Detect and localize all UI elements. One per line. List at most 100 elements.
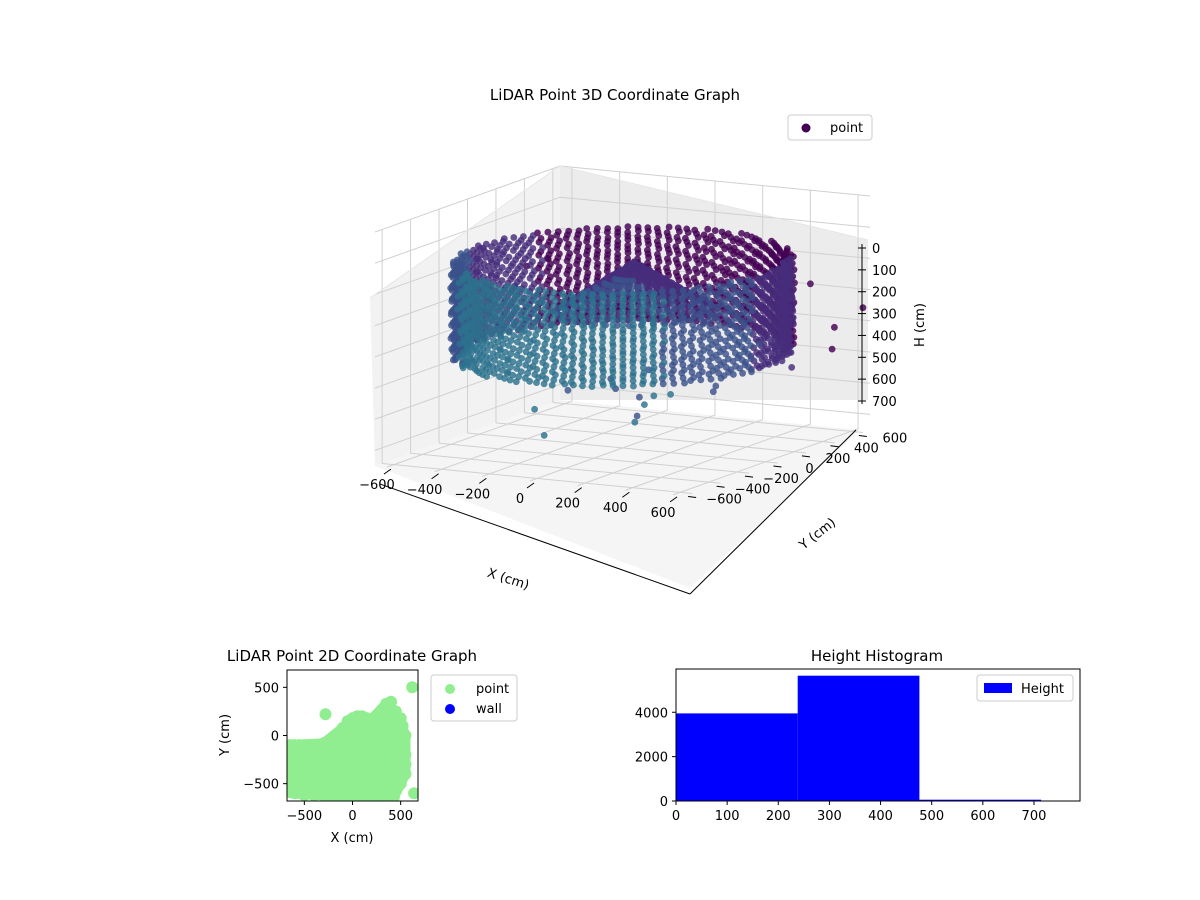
point-3d	[772, 243, 780, 251]
point-3d	[619, 382, 627, 390]
point-3d	[699, 253, 707, 261]
point-3d	[689, 347, 697, 355]
chart-2d-title: LiDAR Point 2D Coordinate Graph	[227, 647, 477, 665]
point-3d	[773, 298, 781, 305]
z-tick-label: 0	[872, 242, 880, 257]
point-3d	[579, 329, 587, 337]
point-3d	[717, 251, 724, 258]
point-3d	[660, 372, 668, 380]
point-3d	[515, 239, 522, 247]
point-3d	[708, 271, 716, 279]
point-3d	[769, 291, 777, 299]
point-3d	[457, 329, 465, 337]
y-tick-label-2d: 0	[271, 730, 279, 745]
point-3d	[514, 338, 521, 346]
x-tick-label-hist: 700	[1022, 809, 1047, 824]
point-3d	[458, 316, 466, 324]
x-tick-label: 200	[555, 497, 580, 512]
point-3d	[512, 378, 520, 386]
point-3d	[537, 235, 545, 242]
point-3d	[579, 356, 587, 363]
point-3d	[644, 224, 652, 232]
point-3d	[508, 310, 516, 318]
legend-3d-marker	[801, 123, 811, 133]
point-3d	[579, 295, 586, 302]
point-3d	[598, 317, 606, 325]
point-3d	[663, 264, 670, 272]
point-3d	[609, 321, 617, 328]
point-3d	[761, 273, 769, 281]
point-3d	[510, 318, 518, 326]
point-3d	[568, 352, 575, 360]
point-3d	[627, 264, 634, 272]
point-3d	[623, 271, 630, 278]
y-tick-label-2d: −500	[243, 778, 279, 793]
y-tick-mark	[688, 495, 697, 498]
point-3d	[709, 354, 716, 362]
point-3d	[531, 371, 539, 378]
point-3d	[765, 284, 772, 292]
point-3d	[680, 353, 688, 361]
grid-line-z-back	[559, 383, 871, 415]
point-3d	[754, 301, 762, 308]
point-3d	[497, 305, 505, 313]
point-3d	[669, 340, 677, 348]
point-3d	[643, 233, 651, 241]
point-3d	[631, 418, 639, 426]
point-3d	[547, 273, 554, 281]
point-3d	[786, 261, 793, 269]
point-3d	[609, 305, 616, 312]
legend-2d-label-wall: wall	[476, 702, 502, 717]
point-3d	[599, 373, 607, 381]
x-tick-label-hist: 300	[817, 809, 842, 824]
point-3d	[493, 261, 501, 269]
point-3d	[579, 382, 586, 390]
point-3d	[568, 325, 576, 333]
point-3d	[501, 375, 508, 382]
point-3d	[624, 229, 632, 236]
point-3d	[660, 345, 668, 353]
point-3d	[507, 262, 515, 270]
point-3d	[725, 256, 733, 263]
point-3d	[489, 309, 497, 316]
point-3d	[450, 258, 457, 266]
point-3d	[467, 350, 475, 358]
legend-hist-swatch	[984, 683, 1012, 693]
point-3d	[670, 353, 677, 361]
x-tick-mark	[479, 477, 487, 484]
point-3d	[708, 245, 715, 253]
point-3d	[542, 314, 549, 322]
point-3d	[499, 340, 507, 348]
point-3d	[651, 316, 658, 324]
x-tick-label-hist: 0	[672, 809, 680, 824]
point-3d	[779, 296, 787, 304]
point-3d	[513, 365, 521, 372]
x-tick-label: 400	[603, 501, 628, 516]
point-3d	[707, 301, 715, 309]
point-3d	[540, 319, 547, 327]
point-3d	[564, 386, 572, 394]
point-3d	[507, 275, 515, 283]
point-3d	[556, 250, 563, 258]
point-3d	[750, 257, 757, 265]
point-3d	[566, 263, 573, 270]
point-3d	[604, 234, 612, 242]
point-2d	[336, 791, 349, 801]
point-3d	[759, 294, 767, 302]
point-3d	[660, 319, 667, 327]
point-3d	[756, 250, 763, 257]
y-tick-label: 400	[854, 442, 879, 457]
point-3d	[503, 295, 511, 303]
z-tick-label: 700	[872, 395, 897, 410]
grid-line-z-back	[559, 165, 871, 197]
plot-frame-hist	[675, 668, 1081, 802]
point-3d	[589, 330, 596, 338]
point-3d	[488, 258, 496, 266]
point-2d	[317, 789, 330, 801]
point-3d	[640, 329, 648, 337]
point-3d	[604, 225, 612, 232]
point-3d	[748, 294, 756, 302]
point-3d	[773, 256, 781, 264]
point-3d	[700, 333, 707, 341]
point-3d	[631, 258, 638, 266]
